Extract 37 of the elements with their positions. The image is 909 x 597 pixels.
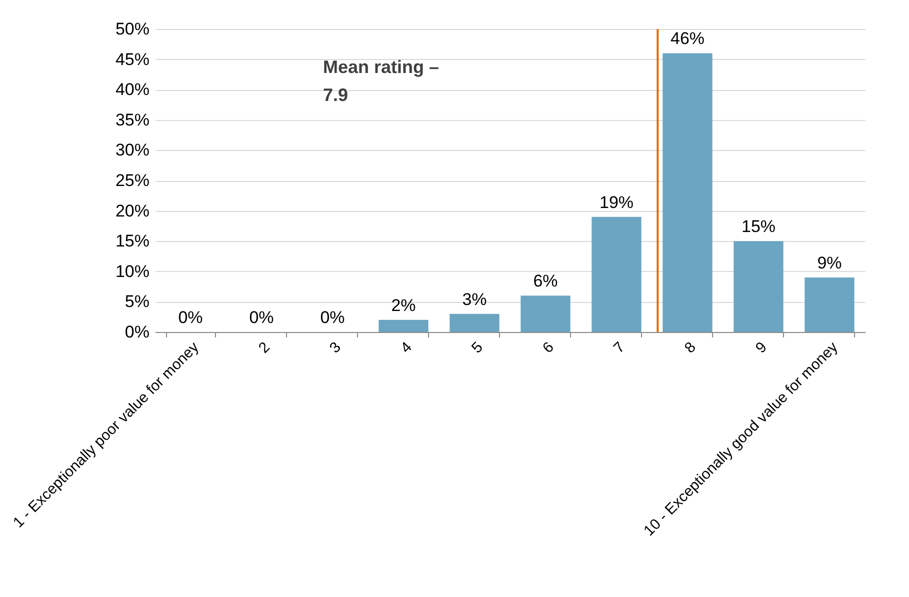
bar <box>804 277 854 332</box>
y-tick-label: 15% <box>115 232 150 251</box>
y-tick-label: 25% <box>115 171 150 190</box>
annotation: Mean rating – 7.9 <box>323 57 440 105</box>
x-tick-label: 7 <box>610 338 628 357</box>
x-tick-label: 8 <box>681 338 700 357</box>
y-tick-label: 0% <box>124 322 150 342</box>
bar <box>378 320 428 332</box>
y-tick-label: 50% <box>115 20 150 38</box>
bar <box>734 241 784 332</box>
data-label: 3% <box>462 290 487 309</box>
x-tick-label: 5 <box>468 338 486 357</box>
data-label: 19% <box>599 192 634 212</box>
x-tick-label: 2 <box>255 338 274 357</box>
data-label: 15% <box>741 217 776 236</box>
bar <box>450 314 500 332</box>
y-tick-label: 5% <box>124 292 150 312</box>
y-tick-label: 30% <box>115 140 150 160</box>
y-tick-label: 20% <box>115 201 150 220</box>
data-label: 46% <box>670 29 705 48</box>
data-label: 0% <box>249 308 274 327</box>
y-tick-label: 35% <box>115 110 150 130</box>
data-label: 0% <box>320 308 345 327</box>
x-tick-label: 6 <box>539 338 558 357</box>
data-label: 9% <box>817 253 842 272</box>
data-label: 0% <box>178 308 203 327</box>
y-tick-label: 10% <box>115 262 150 281</box>
bar <box>592 216 642 332</box>
y-tick-label: 45% <box>115 50 150 69</box>
data-label: 6% <box>533 272 558 291</box>
data-label: 2% <box>391 296 416 315</box>
bar <box>520 296 570 332</box>
x-tick-label: 9 <box>752 338 770 357</box>
x-tick-label: 3 <box>326 338 344 357</box>
y-tick-label: 40% <box>115 80 150 100</box>
x-tick-label: 4 <box>397 338 416 357</box>
bar <box>662 53 712 332</box>
